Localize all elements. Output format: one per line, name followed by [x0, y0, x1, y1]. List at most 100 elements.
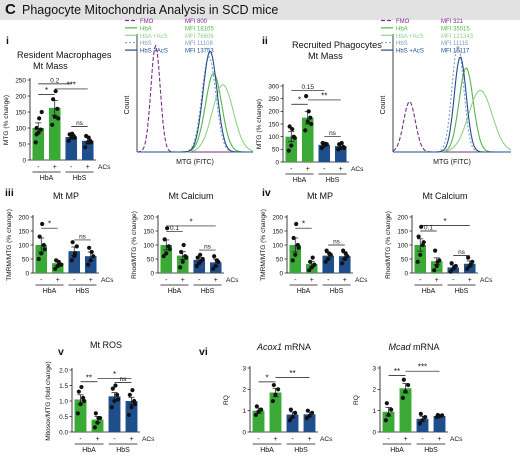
data-point: [286, 148, 291, 153]
x-tick-label: +: [310, 277, 314, 284]
significance-label: ns: [120, 376, 127, 383]
data-point: [253, 412, 258, 418]
data-point: [37, 234, 42, 239]
data-point: [327, 251, 332, 256]
bar: [286, 414, 299, 432]
bar: [48, 107, 61, 160]
data-point: [194, 263, 199, 269]
chart-title: Mt Mass: [308, 51, 343, 61]
y-tick-label: 50: [147, 256, 155, 263]
data-point: [127, 392, 132, 397]
data-point: [92, 425, 97, 430]
data-point: [42, 247, 47, 252]
x-tick-label: +: [343, 277, 347, 284]
data-point: [254, 404, 259, 409]
data-point: [403, 389, 408, 394]
data-point: [75, 411, 80, 416]
data-point: [34, 125, 39, 131]
legend-mfi: MFI 13753: [185, 49, 214, 55]
data-point: [400, 395, 405, 400]
y-tick-label: 200: [18, 214, 29, 221]
legend-label: HbS: [140, 41, 152, 47]
bar: [74, 399, 87, 432]
significance-label: **: [394, 367, 400, 376]
panel-label-i: i: [6, 35, 9, 47]
data-point: [34, 132, 39, 137]
data-point: [401, 377, 406, 382]
treatment-label: ACs: [98, 164, 111, 171]
data-point: [343, 251, 348, 256]
data-point: [214, 258, 219, 263]
data-point: [287, 124, 292, 129]
data-point: [95, 420, 100, 425]
bar: [382, 411, 395, 432]
data-point: [83, 145, 88, 150]
x-tick-label: +: [435, 277, 439, 284]
significance-label: *: [298, 96, 301, 105]
data-point: [294, 221, 299, 227]
data-point: [290, 414, 295, 420]
chart-title: Mt Calcium: [422, 191, 467, 201]
y-tick-label: 0: [279, 270, 283, 277]
data-point: [76, 389, 81, 394]
x-tick-label: +: [53, 164, 57, 171]
data-point: [288, 407, 293, 412]
data-point: [56, 259, 61, 264]
data-point: [449, 261, 454, 266]
data-point: [270, 398, 275, 404]
histogram-curve: [392, 100, 511, 153]
x-tick-label: -: [419, 277, 422, 284]
significance-label: 0.1: [424, 225, 433, 232]
data-point: [41, 242, 46, 248]
data-point: [418, 411, 423, 416]
y-axis-label: TMRM/MTG (% change): [260, 209, 267, 281]
x-tick-label: +: [95, 436, 99, 443]
data-point: [339, 140, 344, 146]
data-point: [312, 262, 317, 267]
histogram-curve: [137, 56, 253, 153]
data-point: [421, 240, 426, 245]
data-point: [66, 138, 71, 143]
group-label: HbS: [76, 288, 90, 295]
y-tick-label: 100: [397, 242, 408, 249]
x-tick-label: +: [307, 436, 311, 443]
significance-label: **: [86, 373, 92, 382]
data-point: [384, 401, 389, 406]
bar: [84, 256, 97, 273]
bar: [399, 388, 412, 432]
bar: [125, 401, 138, 432]
treatment-label: ACs: [355, 277, 368, 284]
data-point: [180, 259, 185, 264]
chart-title: Mt MP: [307, 191, 333, 201]
data-point: [465, 266, 470, 271]
group-label: HbA: [40, 175, 54, 182]
data-point: [74, 244, 79, 249]
data-point: [167, 247, 172, 252]
data-point: [40, 221, 45, 227]
histogram-curve: [393, 44, 511, 153]
significance-label: *: [45, 86, 48, 95]
section-title: Recruited Phagocytes: [292, 40, 382, 50]
group-label: HbA: [260, 447, 274, 454]
significance-label: *: [48, 220, 51, 229]
x-tick-label: -: [79, 436, 82, 443]
y-tick-label: 150: [18, 228, 29, 235]
data-point: [132, 402, 138, 407]
y-tick-label: 1.5: [59, 383, 68, 390]
y-axis-label: Rhod/MTG (% change): [385, 211, 392, 279]
x-tick-label: -: [257, 436, 260, 443]
y-axis-label: TMRM/MTG (% change): [6, 209, 13, 281]
data-point: [91, 254, 96, 259]
data-point: [310, 255, 315, 260]
data-point: [184, 255, 189, 260]
data-point: [292, 135, 297, 141]
data-point: [73, 251, 78, 256]
y-tick-label: 3: [372, 365, 376, 372]
data-point: [87, 245, 92, 250]
data-point: [79, 384, 84, 390]
data-point: [434, 263, 439, 269]
significance-label: ns: [204, 244, 211, 251]
data-point: [178, 265, 183, 270]
significance-label: ***: [418, 363, 427, 372]
